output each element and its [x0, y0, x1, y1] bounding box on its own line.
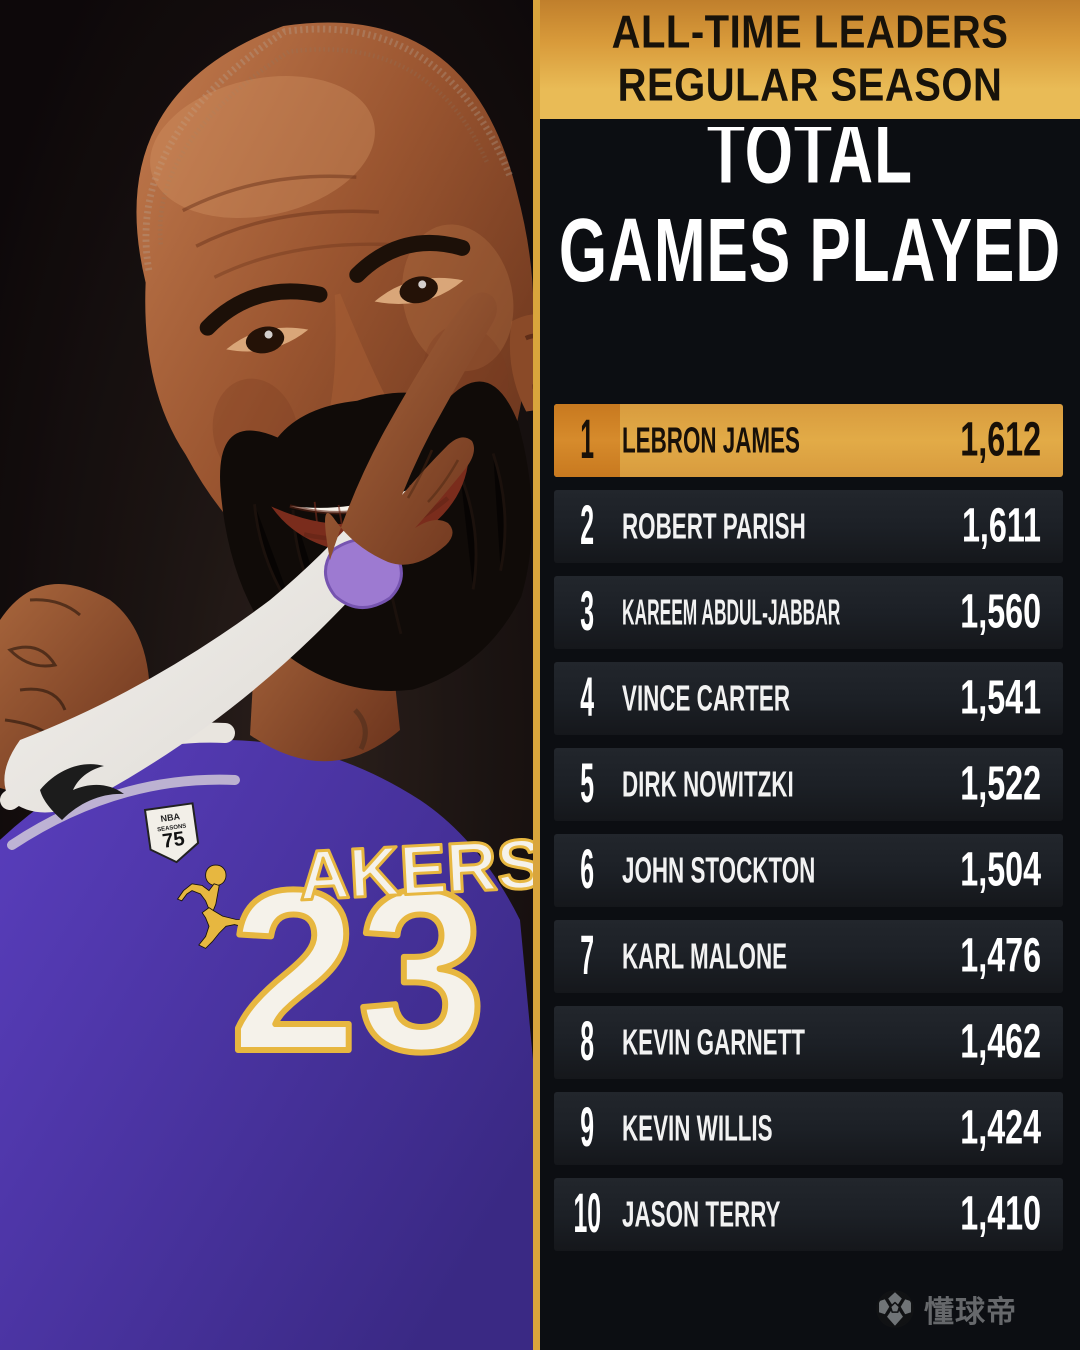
svg-text:AKERS: AKERS	[297, 824, 540, 915]
svg-text:75: 75	[161, 828, 186, 853]
